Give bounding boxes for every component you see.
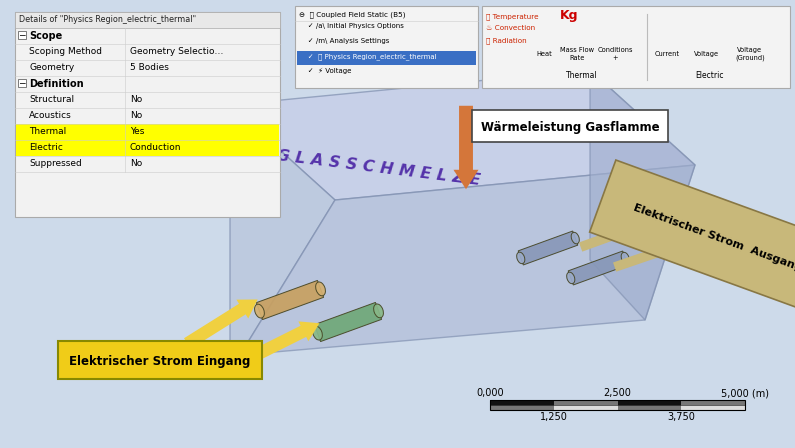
Ellipse shape [254, 304, 265, 318]
Bar [554, 400, 618, 405]
Text: −: − [18, 30, 25, 39]
Ellipse shape [621, 252, 630, 264]
FancyArrowPatch shape [230, 321, 320, 372]
Text: Acoustics: Acoustics [29, 112, 72, 121]
Bar [15, 12, 280, 217]
Text: Mass Flow
Rate: Mass Flow Rate [560, 47, 594, 60]
FancyArrowPatch shape [184, 299, 258, 349]
Text: Wärmeleistung Gasflamme: Wärmeleistung Gasflamme [481, 121, 659, 134]
Text: ✓ /m\ Analysis Settings: ✓ /m\ Analysis Settings [301, 38, 390, 44]
Ellipse shape [374, 304, 383, 318]
Text: Scoping Method: Scoping Method [29, 47, 102, 56]
Text: Kg: Kg [560, 9, 579, 22]
Text: Thermal: Thermal [566, 71, 598, 80]
Bar [490, 400, 745, 410]
Bar [16, 140, 279, 156]
Text: ✓ /a\ Initial Physics Options: ✓ /a\ Initial Physics Options [301, 23, 404, 29]
Text: G L A S S C H M E L Z E: G L A S S C H M E L Z E [275, 148, 481, 188]
Text: 0,000: 0,000 [476, 388, 504, 398]
Text: Voltage: Voltage [695, 51, 719, 57]
Polygon shape [256, 280, 324, 319]
Bar [482, 6, 790, 88]
Polygon shape [314, 302, 382, 341]
Text: Current: Current [654, 51, 680, 57]
Text: Definition: Definition [29, 79, 83, 89]
Polygon shape [230, 105, 335, 355]
FancyArrowPatch shape [579, 220, 647, 252]
Bar [681, 405, 745, 410]
Bar [490, 400, 554, 405]
Text: Geometry Selectio…: Geometry Selectio… [130, 47, 223, 56]
Ellipse shape [312, 326, 322, 340]
Ellipse shape [316, 282, 325, 296]
FancyArrowPatch shape [613, 239, 685, 271]
FancyArrowPatch shape [453, 106, 479, 189]
Polygon shape [240, 165, 695, 355]
Text: 🔺 Radiation: 🔺 Radiation [486, 37, 526, 43]
Text: Elektrischer Strom Eingang: Elektrischer Strom Eingang [69, 354, 250, 367]
Text: Electric: Electric [29, 143, 63, 152]
Text: Conduction: Conduction [130, 143, 181, 152]
Text: 3,750: 3,750 [667, 412, 695, 422]
Text: Geometry: Geometry [29, 64, 74, 73]
Bar [18, 79, 26, 87]
Text: 2,500: 2,500 [603, 388, 631, 398]
Bar [18, 31, 26, 39]
Bar [295, 6, 478, 88]
Text: ⊖  🔧 Coupled Field Static (B5): ⊖ 🔧 Coupled Field Static (B5) [299, 12, 405, 18]
Text: Heat: Heat [536, 51, 552, 57]
Text: 1,250: 1,250 [540, 412, 568, 422]
FancyBboxPatch shape [58, 341, 262, 379]
Polygon shape [518, 231, 578, 265]
Text: No: No [130, 112, 142, 121]
Text: 5,000 (m): 5,000 (m) [721, 388, 769, 398]
Text: Scope: Scope [29, 31, 62, 41]
Text: ✓  🟢 Physics Region_electric_thermal: ✓ 🟢 Physics Region_electric_thermal [301, 53, 436, 60]
Bar [681, 400, 745, 405]
Text: 🌡 Temperature: 🌡 Temperature [486, 13, 539, 20]
Text: Thermal: Thermal [29, 128, 66, 137]
Text: Conditions
+: Conditions + [597, 47, 633, 60]
Bar [490, 405, 554, 410]
Ellipse shape [517, 252, 525, 264]
Bar [297, 51, 476, 65]
Bar [554, 405, 618, 410]
FancyBboxPatch shape [472, 110, 668, 142]
Text: Voltage
(Ground): Voltage (Ground) [735, 47, 765, 61]
Text: ♨ Convection: ♨ Convection [486, 25, 535, 31]
Text: No: No [130, 159, 142, 168]
Ellipse shape [567, 272, 575, 284]
Bar [618, 400, 681, 405]
Text: Electric: Electric [696, 71, 724, 80]
Ellipse shape [571, 233, 580, 244]
Text: Structural: Structural [29, 95, 74, 104]
Text: No: No [130, 95, 142, 104]
Bar [15, 12, 280, 28]
Text: Details of "Physics Region_electric_thermal": Details of "Physics Region_electric_ther… [19, 16, 196, 25]
Polygon shape [590, 70, 695, 320]
Text: Elektrischer Strom  Ausgang: Elektrischer Strom Ausgang [632, 203, 795, 273]
Polygon shape [230, 70, 695, 200]
Bar [618, 405, 681, 410]
Text: Suppressed: Suppressed [29, 159, 82, 168]
Text: 5 Bodies: 5 Bodies [130, 64, 169, 73]
Text: Yes: Yes [130, 128, 145, 137]
Text: −: − [18, 78, 25, 87]
Text: ✓  ⚡ Voltage: ✓ ⚡ Voltage [301, 68, 351, 74]
Polygon shape [568, 251, 628, 285]
Bar [16, 124, 279, 140]
